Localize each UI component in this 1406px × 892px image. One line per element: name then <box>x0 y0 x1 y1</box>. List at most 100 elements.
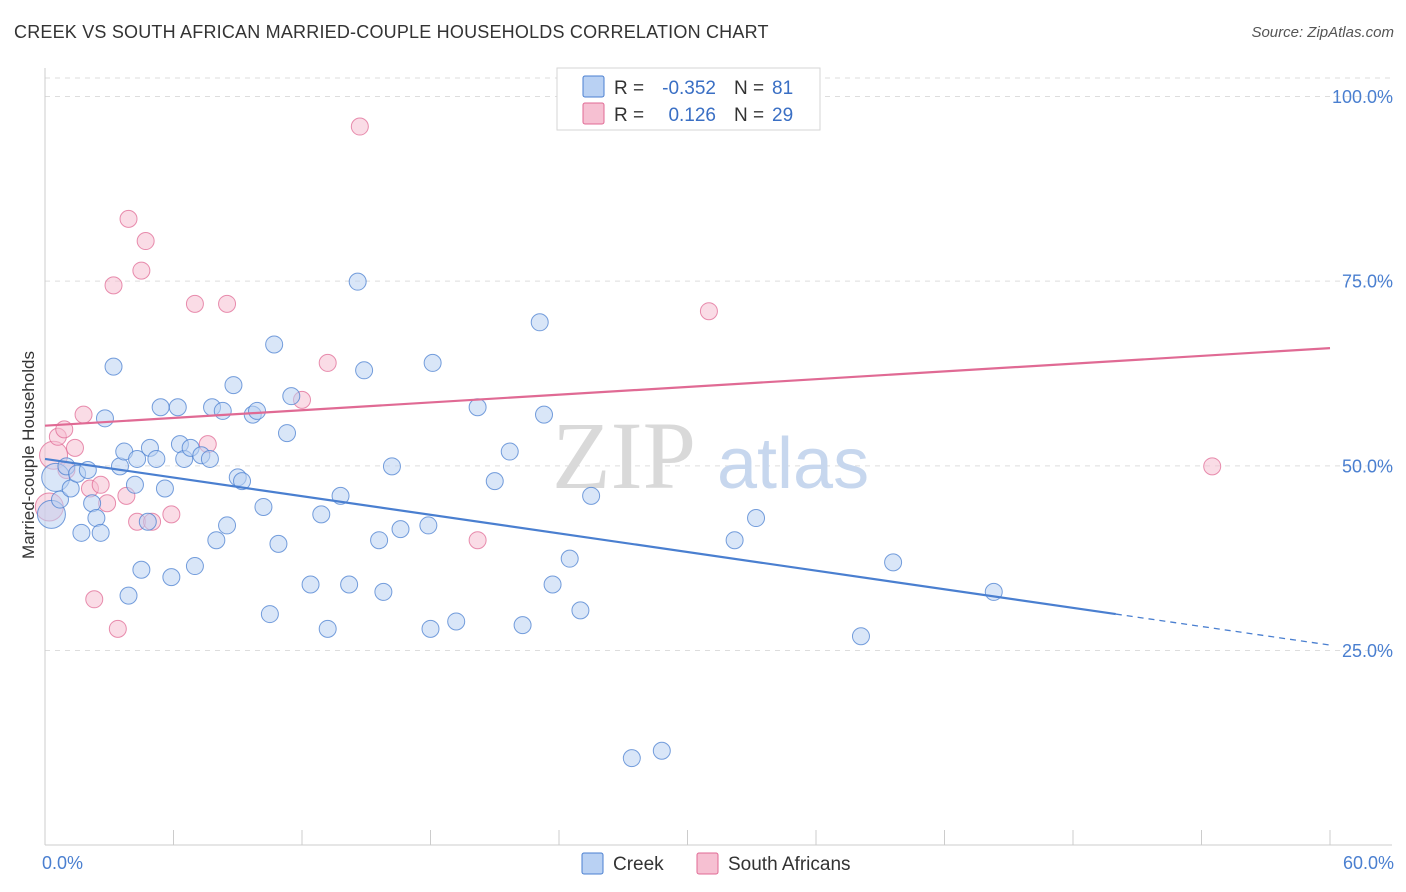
y-tick-label-1: 75.0% <box>1342 272 1393 292</box>
creek-point-67 <box>535 405 554 424</box>
creek-point-6 <box>72 523 91 542</box>
creek-point-36 <box>224 376 243 395</box>
south-africans-point-12 <box>108 619 127 638</box>
south-africans-point-16 <box>132 261 151 280</box>
creek-point-40 <box>248 401 267 420</box>
creek-point-60 <box>423 353 442 372</box>
creek-point-49 <box>318 619 337 638</box>
y-tick-labels: 100.0% 75.0% 50.0% 25.0% <box>1332 87 1393 661</box>
creek-point-68 <box>543 575 562 594</box>
south-africans-point-25 <box>350 117 369 136</box>
creek-point-64 <box>500 442 519 461</box>
bottom-legend-label-creek: Creek <box>613 854 664 875</box>
creek-point-34 <box>213 401 232 420</box>
legend-n-value-creek: 81 <box>772 78 793 99</box>
creek-point-69 <box>560 549 579 568</box>
legend-r-label-south-africans: R = <box>614 105 644 126</box>
creek-point-24 <box>162 568 181 587</box>
y-axis-label: Married-couple Households <box>19 351 38 559</box>
creek-point-43 <box>265 335 284 354</box>
creek-points <box>36 272 1003 768</box>
legend-r-value-creek: -0.352 <box>662 78 716 99</box>
creek-point-52 <box>348 272 367 291</box>
creek-point-21 <box>147 449 166 468</box>
watermark-atlas: atlas <box>717 424 869 504</box>
watermark-zip: ZIP <box>552 402 696 509</box>
creek-point-46 <box>282 387 301 406</box>
creek-point-51 <box>340 575 359 594</box>
creek-point-58 <box>419 516 438 535</box>
legend-swatch-creek <box>582 75 605 98</box>
south-africans-point-20 <box>185 294 204 313</box>
creek-point-59 <box>421 619 440 638</box>
creek-point-12 <box>104 357 123 376</box>
south-africans-points <box>34 117 1222 638</box>
creek-point-31 <box>200 449 219 468</box>
chart-title: CREEK VS SOUTH AFRICAN MARRIED-COUPLE HO… <box>14 22 769 42</box>
creek-point-66 <box>530 313 549 332</box>
creek-point-75 <box>747 509 766 528</box>
legend-r-value-south-africans: 0.126 <box>668 105 716 126</box>
creek-point-25 <box>168 398 187 417</box>
creek-point-54 <box>370 531 389 550</box>
creek-point-47 <box>301 575 320 594</box>
south-africans-trend-line <box>44 347 1331 427</box>
south-africans-point-14 <box>119 209 138 228</box>
bottom-legend-label-south-africans: South Africans <box>728 854 851 875</box>
creek-point-56 <box>382 457 401 476</box>
creek-point-74 <box>725 531 744 550</box>
x-tick-label-right: 60.0% <box>1343 853 1394 873</box>
south-africans-point-24 <box>318 353 337 372</box>
creek-point-48 <box>312 505 331 524</box>
south-africans-point-8 <box>85 590 104 609</box>
creek-point-45 <box>278 424 297 443</box>
y-tick-label-0: 100.0% <box>1332 87 1393 107</box>
south-africans-point-27 <box>699 302 718 321</box>
legend-swatch-south-africans <box>582 102 605 125</box>
south-africans-point-6 <box>74 405 93 424</box>
creek-point-17 <box>128 449 147 468</box>
creek-point-63 <box>485 472 504 491</box>
creek-point-22 <box>151 398 170 417</box>
south-africans-point-11 <box>104 276 123 295</box>
creek-point-23 <box>155 479 174 498</box>
south-africans-point-5 <box>65 438 84 457</box>
grid-lines <box>45 77 1392 651</box>
creek-point-65 <box>513 616 532 635</box>
south-africans-point-10 <box>98 494 117 513</box>
legend-n-label-south-africans: N = <box>734 105 764 126</box>
x-tick-label-left: 0.0% <box>42 853 83 873</box>
creek-trend-line <box>44 457 1116 616</box>
legend-r-label-creek: R = <box>614 78 644 99</box>
creek-point-55 <box>374 582 393 601</box>
creek-point-61 <box>447 612 466 631</box>
trend-lines <box>44 347 1331 646</box>
legend-n-value-south-africans: 29 <box>772 105 793 126</box>
creek-point-19 <box>138 512 157 531</box>
creek-point-10 <box>91 523 110 542</box>
creek-point-2 <box>50 490 69 509</box>
south-africans-point-28 <box>1203 457 1222 476</box>
south-africans-point-22 <box>218 294 237 313</box>
south-africans-point-26 <box>468 531 487 550</box>
creek-point-18 <box>132 560 151 579</box>
creek-point-77 <box>884 553 903 572</box>
creek-point-73 <box>652 741 671 760</box>
creek-trend-extension <box>1115 613 1331 646</box>
creek-point-62 <box>468 398 487 417</box>
legend-n-label-creek: N = <box>734 78 764 99</box>
creek-point-71 <box>582 486 601 505</box>
legend-box: R = -0.352 N = 81 R = 0.126 N = 29 <box>556 67 821 131</box>
y-tick-label-3: 25.0% <box>1342 641 1393 661</box>
bottom-legend: Creek South Africans <box>581 852 851 875</box>
creek-point-29 <box>185 557 204 576</box>
creek-point-57 <box>391 520 410 539</box>
creek-point-38 <box>233 472 252 491</box>
creek-point-16 <box>125 475 144 494</box>
south-africans-point-19 <box>162 505 181 524</box>
bottom-legend-swatch-south-africans <box>696 852 719 875</box>
creek-point-41 <box>254 497 273 516</box>
creek-point-53 <box>355 361 374 380</box>
south-africans-point-17 <box>136 232 155 251</box>
